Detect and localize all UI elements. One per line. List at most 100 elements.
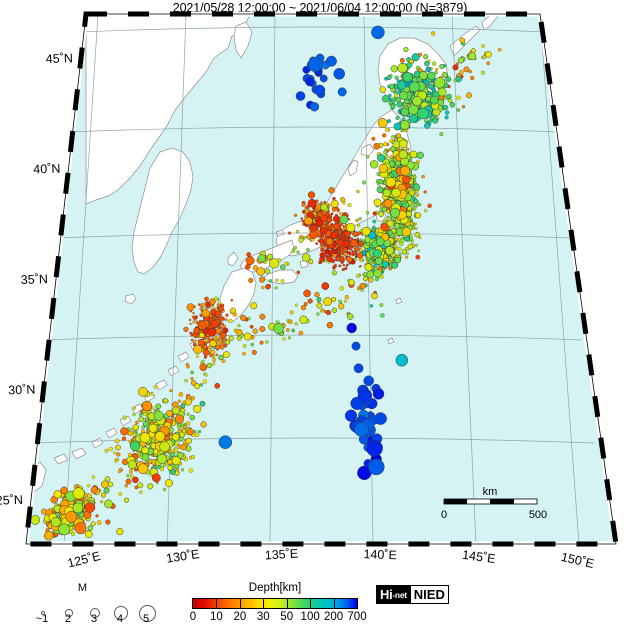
epicenter-marker (163, 398, 169, 404)
epicenter-marker (393, 122, 402, 131)
epicenter-marker (169, 389, 173, 393)
epicenter-marker (280, 279, 285, 284)
epicenter-marker (400, 165, 411, 176)
epicenter-marker (331, 207, 337, 212)
epicenter-marker (291, 249, 295, 254)
epicenter-marker (202, 379, 208, 384)
epicenter-marker (220, 332, 227, 339)
epicenter-marker (91, 475, 96, 479)
epicenter-marker (265, 283, 271, 290)
epicenter-marker (303, 289, 311, 298)
epicenter-marker (346, 222, 356, 233)
epicenter-marker (217, 301, 221, 306)
epicenter-marker (301, 202, 306, 207)
epicenter-marker (141, 446, 149, 455)
epicenter-marker (249, 324, 254, 329)
epicenter-marker (142, 412, 147, 417)
epicenter-marker (379, 303, 384, 308)
epicenter-marker (394, 75, 399, 80)
epicenter-marker (137, 482, 144, 489)
epicenter-marker (384, 127, 389, 132)
epicenter-marker (305, 76, 315, 87)
magnitude-value-label: 4 (116, 613, 124, 625)
epicenter-marker (424, 122, 431, 129)
epicenter-marker (285, 328, 290, 332)
epicenter-marker (123, 497, 130, 503)
epicenter-marker (154, 431, 166, 442)
epicenter-marker (218, 435, 233, 449)
epicenter-marker (400, 107, 410, 117)
epicenter-marker (103, 487, 110, 494)
epicenter-marker (169, 468, 176, 475)
epicenter-marker (190, 338, 194, 342)
epicenter-marker (225, 339, 231, 345)
epicenter-marker (259, 326, 266, 332)
epicenter-marker (219, 345, 225, 350)
epicenter-marker (190, 376, 194, 381)
epicenter-marker (397, 62, 408, 74)
epicenter-marker (215, 353, 219, 357)
epicenter-marker (497, 47, 502, 52)
epicenter-marker (124, 484, 128, 488)
epicenter-marker (275, 278, 279, 282)
epicenter-marker (339, 256, 345, 262)
epicenter-marker (190, 370, 194, 375)
epicenter-marker (301, 219, 305, 223)
epicenter-marker (225, 313, 229, 317)
epicenter-marker (373, 142, 381, 150)
epicenter-marker (295, 229, 300, 234)
epicenter-marker (209, 339, 217, 348)
epicenter-marker (198, 303, 201, 307)
epicenter-marker (306, 248, 310, 252)
epicenter-marker (138, 387, 148, 397)
epicenter-marker (433, 77, 446, 89)
epicenter-marker (307, 57, 323, 72)
hinet-nied-logo: Hi -net NIED (376, 585, 449, 604)
epicenter-marker (171, 406, 180, 415)
epicenter-marker (381, 260, 389, 268)
epicenter-marker (318, 238, 325, 244)
epicenter-marker (385, 246, 395, 256)
epicenter-marker (250, 342, 255, 347)
epicenter-marker (466, 92, 472, 99)
epicenter-marker (159, 441, 170, 452)
epicenter-marker (319, 243, 323, 247)
depth-legend: Depth[km] 0 10 20 30 50 100 200 700 (182, 582, 368, 626)
epicenter-marker (184, 378, 188, 383)
epicenter-marker (300, 217, 303, 220)
epicenter-marker (415, 227, 418, 230)
epicenter-marker (132, 424, 139, 431)
epicenter-marker (96, 520, 102, 525)
scale-bar (443, 498, 538, 505)
map-canvas[interactable]: 45˚N 40˚N 35˚N 30˚N 25˚N 125˚E 130˚E 135˚E 140˚… (0, 0, 640, 575)
epicenter-marker (374, 412, 387, 425)
epicenter-marker (189, 322, 192, 326)
epicenter-marker (432, 117, 439, 124)
epicenter-marker (291, 329, 295, 333)
epicenter-marker (399, 57, 405, 63)
logo-secondary: -net (392, 589, 407, 600)
epicenter-marker (72, 502, 84, 514)
epicenter-marker (395, 116, 400, 120)
depth-tick (239, 598, 241, 609)
epicenter-marker (375, 237, 385, 247)
epicenter-marker (444, 115, 449, 120)
epicenter-marker (370, 160, 379, 169)
epicenter-marker (439, 63, 445, 70)
epicenter-marker (101, 480, 109, 489)
longitude-labels: 125˚E 130˚E 135˚E 140˚E 145˚E 150˚E (66, 547, 595, 571)
epicenter-marker (178, 392, 184, 397)
magnitude-legend: M ~1 2 3 4 5 (20, 582, 160, 626)
epicenter-marker (50, 517, 61, 527)
epicenter-marker (346, 263, 349, 266)
epicenter-marker (132, 432, 137, 437)
epicenter-marker (389, 83, 395, 89)
epicenter-marker (356, 189, 360, 194)
epicenter-marker (204, 296, 209, 302)
epicenter-marker (338, 299, 343, 304)
epicenter-marker (444, 110, 450, 115)
epicenter-marker (468, 69, 472, 74)
epicenter-marker (164, 479, 173, 488)
epicenter-marker (210, 349, 216, 355)
epicenter-marker (180, 468, 185, 472)
